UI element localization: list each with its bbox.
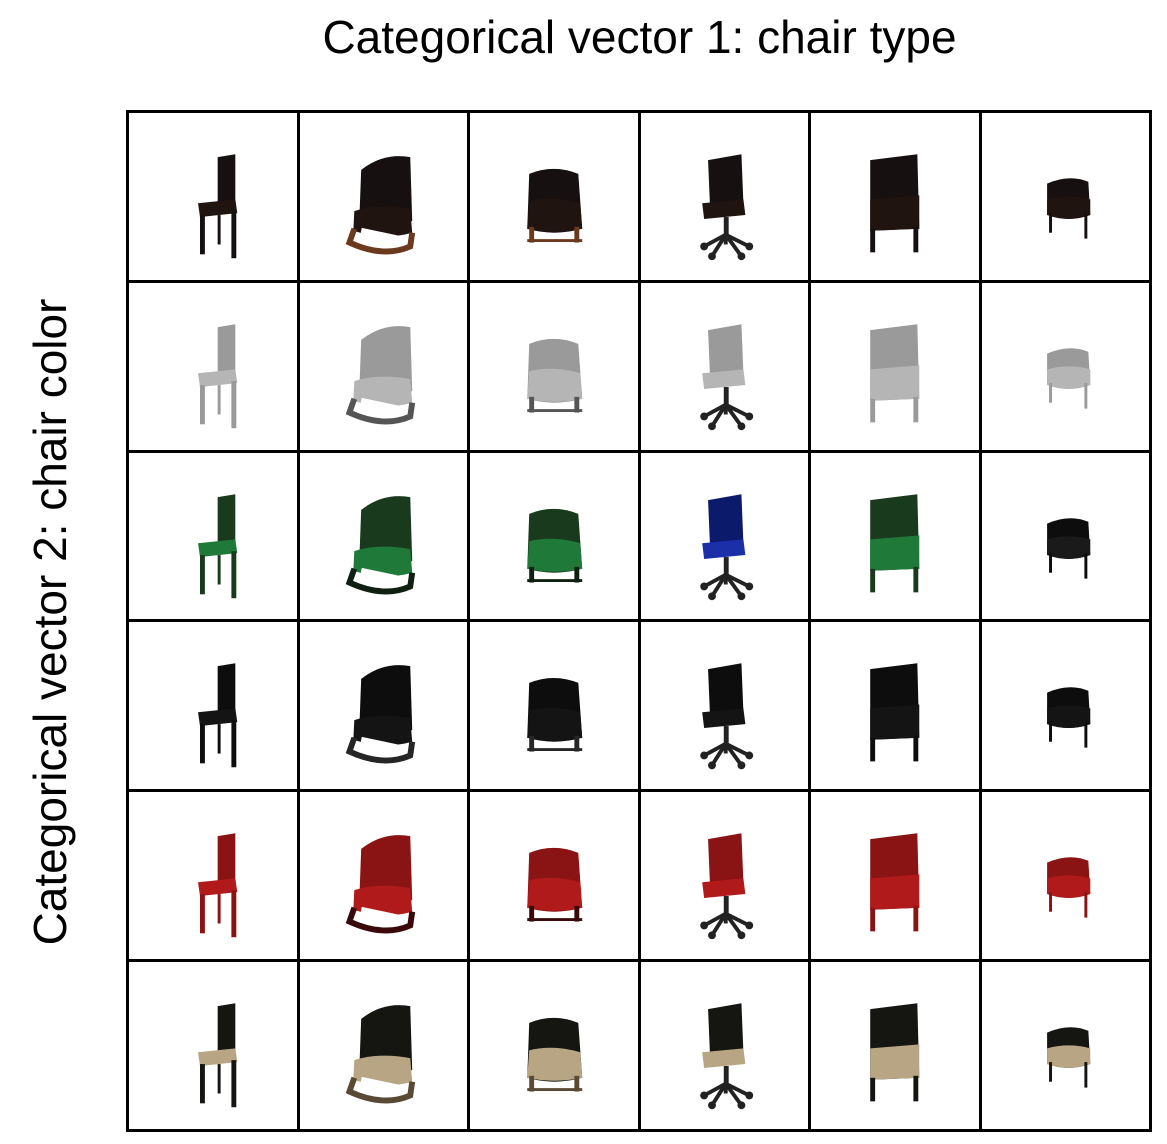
chair-icon	[527, 678, 583, 753]
chair-image-gray-tub-chair	[470, 282, 638, 450]
chair-image-gray-simple-chair	[129, 282, 297, 450]
chair-icon	[527, 508, 583, 583]
chair-icon	[198, 154, 238, 259]
chair-icon	[699, 663, 753, 770]
chair-icon	[198, 663, 238, 768]
chair-image-black-brown-office-chair	[640, 113, 808, 280]
chair-icon	[345, 156, 415, 255]
chair-icon	[699, 833, 753, 940]
chair-image-black-brown-small-stool-chair	[981, 113, 1149, 280]
chair-image-green-simple-chair	[129, 452, 297, 620]
chair-icon	[870, 493, 920, 593]
chair-icon	[527, 848, 583, 922]
chair-image-black-small-stool-chair	[981, 622, 1149, 790]
chair-icon	[870, 324, 920, 423]
chair-icon	[699, 493, 753, 600]
chair-image-black-tall-back-chair	[811, 622, 979, 790]
chair-icon	[1046, 348, 1090, 409]
chair-image-green-tub-chair	[470, 452, 638, 620]
chair-icon	[345, 665, 415, 764]
chair-image-tan-black-tub-chair	[470, 962, 638, 1129]
chair-icon	[527, 1018, 583, 1092]
chair-image-black-armchair	[299, 622, 467, 790]
chair-image-tan-black-office-chair	[640, 962, 808, 1129]
chair-image-red-tall-back-chair	[811, 792, 979, 960]
image-grid	[129, 113, 1149, 1129]
chair-icon	[198, 493, 238, 598]
chair-image-gray-tall-back-chair	[811, 282, 979, 450]
chair-icon	[870, 833, 920, 932]
row-axis-title: Categorical vector 2: chair color	[24, 298, 76, 946]
chair-image-red-tub-chair	[470, 792, 638, 960]
chair-image-black-brown-tub-chair	[470, 113, 638, 280]
chair-image-red-office-chair	[640, 792, 808, 960]
column-axis-title: Categorical vector 1: chair type	[322, 11, 957, 63]
chair-icon	[1046, 687, 1090, 749]
chair-image-black-brown-armchair	[299, 113, 467, 280]
chair-icon	[870, 663, 920, 762]
chair-image-black-office-chair	[640, 622, 808, 790]
chair-icon	[1046, 517, 1090, 579]
chair-image-red-small-stool-chair	[981, 792, 1149, 960]
chair-icon	[345, 325, 415, 425]
chair-icon	[345, 835, 415, 934]
chair-image-green-small-stool-chair	[981, 452, 1149, 620]
chair-image-tan-black-simple-chair	[129, 962, 297, 1129]
image-grid-frame	[126, 110, 1152, 1132]
chair-icon	[699, 1003, 753, 1110]
chair-icon	[870, 1003, 920, 1102]
chair-image-green-office-chair	[640, 452, 808, 620]
chair-image-black-brown-tall-back-chair	[811, 113, 979, 280]
chair-image-black-tub-chair	[470, 622, 638, 790]
chair-image-gray-small-stool-chair	[981, 282, 1149, 450]
chair-icon	[345, 495, 415, 595]
chair-image-black-simple-chair	[129, 622, 297, 790]
chair-image-black-brown-simple-chair	[129, 113, 297, 280]
chair-image-gray-armchair	[299, 282, 467, 450]
chair-image-green-tall-back-chair	[811, 452, 979, 620]
chair-icon	[699, 324, 753, 431]
chair-image-tan-black-tall-back-chair	[811, 962, 979, 1129]
chair-image-red-simple-chair	[129, 792, 297, 960]
chair-icon	[198, 1003, 238, 1108]
chair-icon	[527, 338, 583, 413]
chair-icon	[870, 154, 920, 253]
chair-icon	[198, 324, 238, 429]
chair-image-tan-black-small-stool-chair	[981, 962, 1149, 1129]
chair-icon	[1046, 178, 1090, 239]
chair-icon	[1046, 1027, 1090, 1088]
chair-image-green-armchair	[299, 452, 467, 620]
chair-icon	[699, 154, 753, 261]
chair-icon	[1046, 857, 1090, 918]
chair-image-tan-black-armchair	[299, 962, 467, 1129]
chair-image-red-armchair	[299, 792, 467, 960]
chair-icon	[345, 1005, 415, 1104]
chair-image-gray-office-chair	[640, 282, 808, 450]
row-axis-title-container: Categorical vector 2: chair color	[0, 112, 100, 1132]
chair-icon	[527, 168, 583, 243]
chair-icon	[198, 833, 238, 938]
